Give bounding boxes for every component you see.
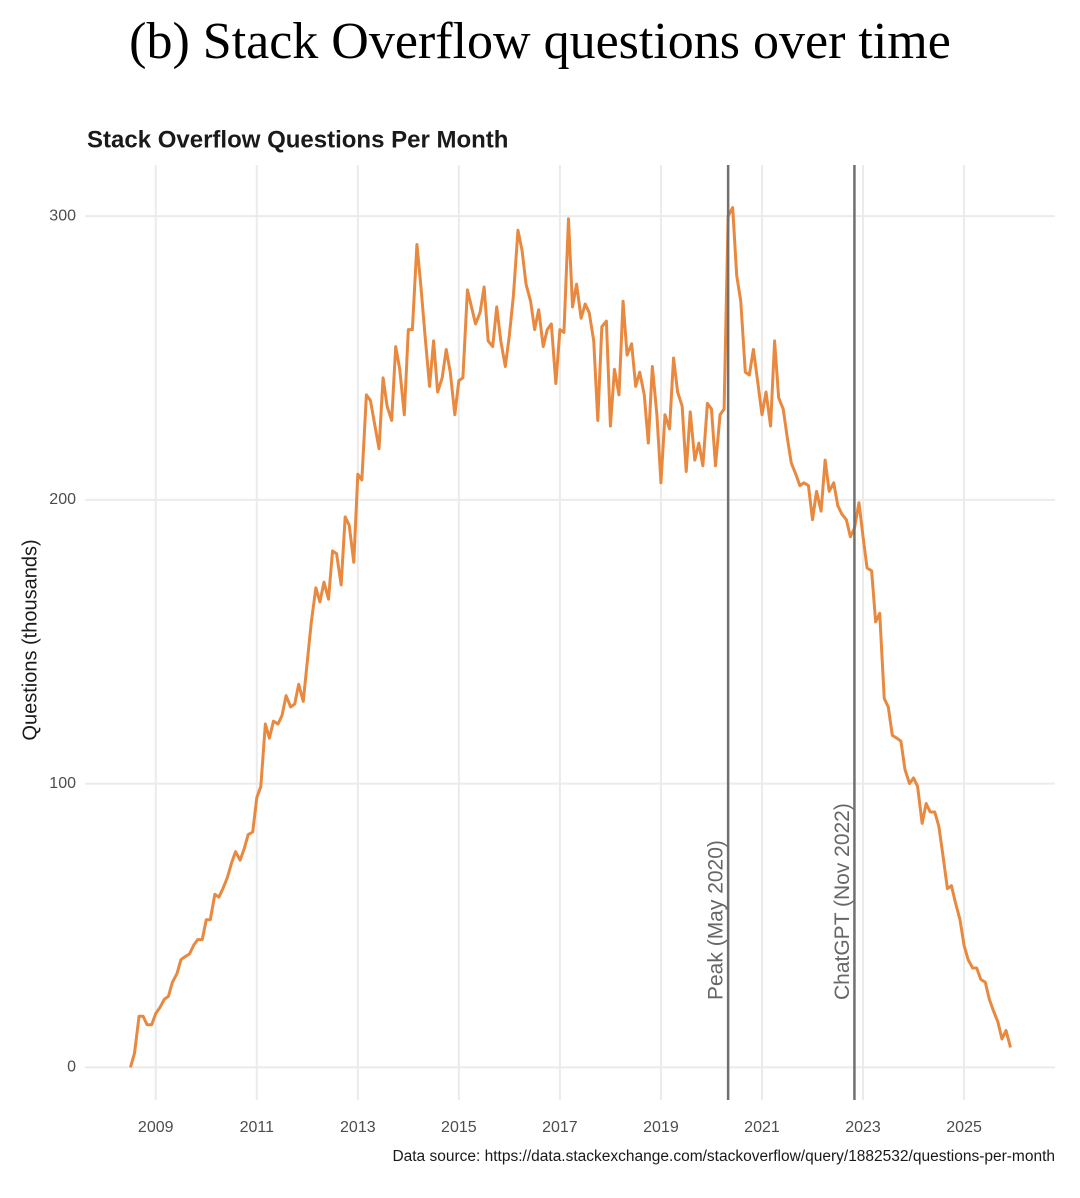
plot-area: Peak (May 2020) ChatGPT (Nov 2022) — [129, 165, 1012, 1100]
annotation-label: Peak (May 2020) — [705, 840, 728, 1000]
x-tick-label: 2025 — [946, 1119, 982, 1136]
x-tick-label: 2011 — [240, 1119, 275, 1136]
y-tick-label: 100 — [49, 775, 76, 792]
x-tick-label: 2017 — [542, 1119, 578, 1136]
annotation-label: ChatGPT (Nov 2022) — [831, 803, 854, 1000]
x-tick-label: 2023 — [845, 1119, 881, 1136]
y-tick-label: 300 — [49, 207, 76, 224]
y-tick-label: 0 — [67, 1059, 76, 1076]
y-tick-label: 200 — [49, 491, 76, 508]
chart-title: Stack Overflow Questions Per Month — [87, 126, 508, 153]
x-tick-label: 2021 — [744, 1119, 780, 1136]
data-line — [129, 206, 1012, 1068]
figure-heading: (b) Stack Overflow questions over time — [129, 13, 951, 70]
y-axis-label: Questions (thousands) — [19, 539, 41, 740]
grid — [85, 165, 1055, 1100]
x-tick-label: 2015 — [441, 1119, 477, 1136]
source-note: Data source: https://data.stackexchange.… — [392, 1148, 1055, 1165]
x-tick-label: 2019 — [643, 1119, 679, 1136]
x-tick-label: 2013 — [340, 1119, 376, 1136]
x-tick-label: 2009 — [138, 1119, 174, 1136]
